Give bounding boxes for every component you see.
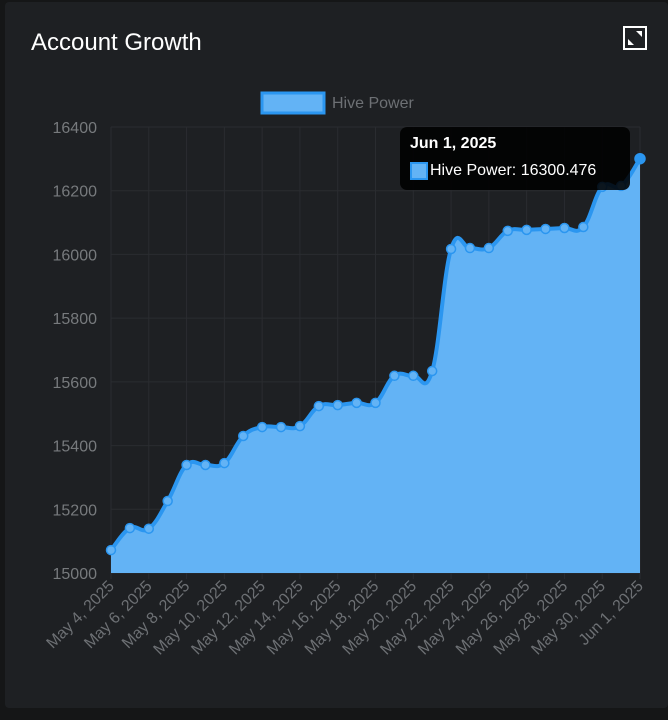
tooltip-body: Hive Power: 16300.476 xyxy=(430,162,597,179)
y-tick-label: 15400 xyxy=(53,439,98,456)
data-point[interactable] xyxy=(143,523,155,534)
data-point[interactable] xyxy=(389,370,400,382)
data-point[interactable] xyxy=(445,243,457,255)
data-point[interactable] xyxy=(559,222,570,234)
data-point[interactable] xyxy=(105,544,117,556)
data-point[interactable] xyxy=(464,242,476,254)
data-point[interactable] xyxy=(351,397,362,409)
legend-label[interactable]: Hive Power xyxy=(332,95,414,112)
data-point[interactable] xyxy=(219,457,230,469)
data-point[interactable] xyxy=(181,459,192,471)
y-tick-label: 15600 xyxy=(53,375,98,392)
data-point[interactable] xyxy=(502,225,513,237)
area-fill xyxy=(111,158,640,573)
data-point[interactable] xyxy=(370,397,381,409)
data-point[interactable] xyxy=(578,221,589,233)
y-tick-label: 15800 xyxy=(53,311,98,328)
y-tick-label: 16200 xyxy=(53,184,98,201)
data-point[interactable] xyxy=(313,400,325,412)
data-point[interactable] xyxy=(162,495,173,507)
data-point[interactable] xyxy=(200,459,211,471)
data-point[interactable] xyxy=(275,421,287,433)
data-point[interactable] xyxy=(332,399,343,411)
y-tick-label: 16000 xyxy=(53,247,98,264)
tooltip-title: Jun 1, 2025 xyxy=(410,135,497,152)
data-point[interactable] xyxy=(483,242,495,254)
y-tick-label: 16400 xyxy=(53,120,98,137)
data-point[interactable] xyxy=(238,430,249,442)
expand-icon[interactable] xyxy=(623,26,647,50)
chart-tooltip: Jun 1, 2025 Hive Power: 16300.476 xyxy=(400,127,630,190)
y-tick-label: 15200 xyxy=(53,502,98,519)
data-point[interactable] xyxy=(426,365,438,377)
card-title: Account Growth xyxy=(31,29,202,56)
data-point[interactable] xyxy=(408,370,419,382)
data-point[interactable] xyxy=(521,224,532,236)
data-point[interactable] xyxy=(634,152,646,165)
y-tick-label: 15000 xyxy=(53,566,98,583)
legend-swatch xyxy=(260,91,326,115)
data-point[interactable] xyxy=(124,522,136,534)
data-point[interactable] xyxy=(256,421,268,433)
tooltip-swatch xyxy=(410,162,428,180)
data-point[interactable] xyxy=(540,223,551,235)
data-point[interactable] xyxy=(294,420,306,432)
